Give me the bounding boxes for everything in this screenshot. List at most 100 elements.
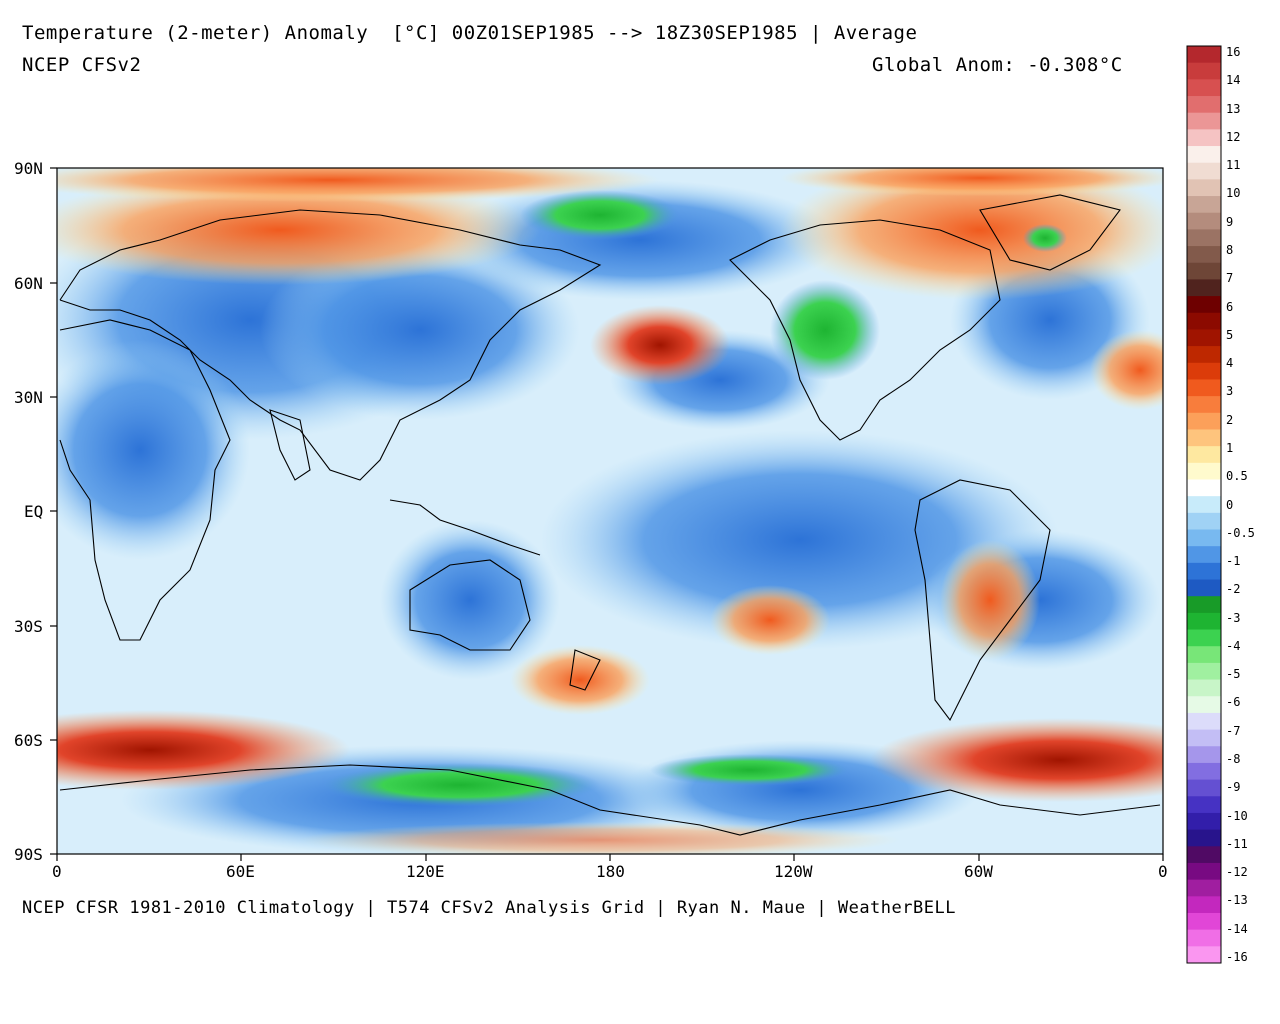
colorbar-swatch (1187, 712, 1221, 731)
lon-label: 180 (596, 862, 625, 881)
colorbar-swatch (1187, 946, 1221, 964)
colorbar-swatch (1187, 896, 1221, 914)
colorbar-swatch (1187, 412, 1221, 430)
axis-ticks (50, 167, 1164, 861)
colorbar-swatch (1187, 696, 1221, 714)
colorbar-tick-label: -3 (1226, 610, 1241, 625)
colorbar-swatch (1187, 62, 1221, 80)
colorbar-swatch (1187, 596, 1221, 614)
colorbar-tick-label: -12 (1226, 865, 1248, 880)
colorbar-tick-label: -16 (1226, 950, 1248, 964)
colorbar-swatch (1187, 312, 1221, 330)
colorbar-swatch (1187, 679, 1221, 697)
colorbar-tick-label: 0.5 (1226, 469, 1248, 484)
lon-label: 120W (774, 862, 813, 881)
colorbar-swatch (1187, 79, 1221, 97)
colorbar-swatch (1187, 479, 1221, 497)
lat-label: EQ (24, 502, 44, 521)
lon-label: 120E (406, 862, 445, 881)
colorbar-tick-label: -5 (1226, 667, 1241, 682)
colorbar-swatch (1187, 446, 1221, 464)
colorbar-swatch (1187, 262, 1221, 280)
colorbar-swatch (1187, 612, 1221, 631)
colorbar-tick-label: 0 (1226, 497, 1234, 512)
colorbar-tick-label: -13 (1226, 893, 1248, 908)
lon-label: 0 (52, 862, 62, 881)
colorbar-swatch (1187, 562, 1221, 581)
colorbar-swatch (1187, 396, 1221, 414)
anomaly-field (57, 168, 1163, 854)
lat-label: 90N (14, 159, 43, 178)
colorbar-swatch (1187, 329, 1221, 347)
colorbar-swatch (1187, 796, 1221, 814)
colorbar-swatch (1187, 512, 1221, 531)
map-title: Temperature (2-meter) Anomaly [°C] 00Z01… (22, 22, 918, 44)
colorbar-swatch (1187, 429, 1221, 447)
colorbar-swatch (1187, 296, 1221, 314)
anomaly-map (50, 167, 1164, 861)
colorbar-swatch (1187, 379, 1221, 397)
colorbar-swatch (1187, 346, 1221, 364)
colorbar-swatch (1187, 96, 1221, 114)
colorbar-swatch (1187, 746, 1221, 764)
colorbar-swatch (1187, 229, 1221, 247)
colorbar-swatch (1187, 729, 1221, 747)
colorbar-swatch (1187, 879, 1221, 897)
colorbar-tick-label: 3 (1226, 384, 1234, 399)
colorbar-tick-label: 7 (1226, 271, 1234, 286)
colorbar-swatch (1187, 196, 1221, 214)
colorbar-tick-label: 11 (1226, 158, 1241, 173)
lat-label: 30S (14, 617, 43, 636)
colorbar-swatch (1187, 546, 1221, 564)
colorbar-tick-label: -7 (1226, 723, 1241, 738)
colorbar-tick-label: -6 (1226, 695, 1241, 710)
colorbar-tick-label: 4 (1226, 356, 1234, 371)
colorbar-tick-label: 12 (1226, 129, 1241, 144)
colorbar-swatch (1187, 362, 1221, 380)
lat-label: 60N (14, 274, 43, 293)
colorbar-tick-label: -9 (1226, 780, 1241, 795)
colorbar-swatch (1187, 212, 1221, 230)
colorbar-tick-label: -0.5 (1226, 525, 1255, 540)
colorbar-swatch (1187, 779, 1221, 797)
colorbar-swatch (1187, 812, 1221, 831)
colorbar-swatch (1187, 579, 1221, 597)
colorbar-swatch (1187, 246, 1221, 264)
colorbar-tick-label: 6 (1226, 299, 1234, 314)
colorbar-swatch (1187, 162, 1221, 180)
colorbar-swatch (1187, 46, 1221, 64)
colorbar-tick-label: 14 (1226, 73, 1241, 88)
colorbar-swatch (1187, 762, 1221, 781)
colorbar-swatch (1187, 929, 1221, 947)
colorbar-swatch (1187, 279, 1221, 297)
colorbar-swatch (1187, 829, 1221, 847)
colorbar-swatch (1187, 912, 1221, 931)
model-name: NCEP CFSv2 (22, 54, 142, 76)
colorbar-swatch (1187, 129, 1221, 147)
lat-label: 90S (14, 845, 43, 864)
colorbar-tick-label: 13 (1226, 101, 1241, 116)
colorbar-tick-label: -11 (1226, 836, 1248, 851)
colorbar-swatch (1187, 112, 1221, 130)
colorbar-tick-label: -10 (1226, 808, 1248, 823)
colorbar-swatch (1187, 496, 1221, 514)
colorbar-swatch (1187, 629, 1221, 647)
colorbar-swatch (1187, 146, 1221, 164)
colorbar-tick-label: -1 (1226, 554, 1241, 569)
credits-footer: NCEP CFSR 1981-2010 Climatology | T574 C… (22, 898, 956, 918)
colorbar-tick-label: -2 (1226, 582, 1241, 597)
colorbar-swatch (1187, 179, 1221, 197)
colorbar-tick-label: 5 (1226, 327, 1234, 342)
lat-label: 30N (14, 388, 43, 407)
coastlines (59, 194, 1161, 836)
colorbar-swatch (1187, 529, 1221, 547)
lon-label: 60E (226, 862, 255, 881)
colorbar-tick-label: 9 (1226, 214, 1234, 229)
colorbar-swatch (1187, 846, 1221, 864)
colorbar-swatch (1187, 462, 1221, 480)
colorbar-swatch (1187, 662, 1221, 681)
colorbar-swatches (1187, 46, 1221, 964)
colorbar-tick-label: 10 (1226, 186, 1241, 201)
colorbar-tick-label: 16 (1226, 45, 1241, 59)
lat-label: 60S (14, 731, 43, 750)
